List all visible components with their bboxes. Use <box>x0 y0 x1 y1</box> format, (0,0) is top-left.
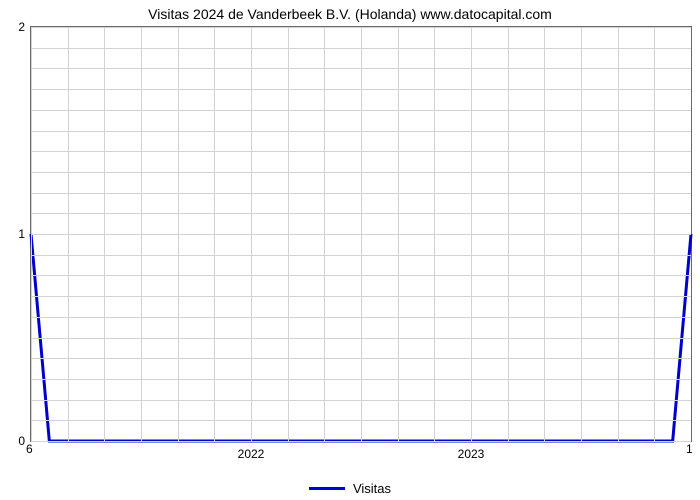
gridline-horizontal <box>31 68 691 69</box>
legend-swatch <box>309 487 345 490</box>
gridline-horizontal <box>31 213 691 214</box>
gridline-horizontal <box>31 296 691 297</box>
gridline-horizontal <box>31 234 691 235</box>
gridline-horizontal <box>31 338 691 339</box>
x-tick-label: 2022 <box>238 441 265 461</box>
gridline-horizontal <box>31 110 691 111</box>
gridline-horizontal <box>31 400 691 401</box>
legend: Visitas <box>0 481 700 496</box>
gridline-horizontal <box>31 151 691 152</box>
legend-label: Visitas <box>353 481 391 496</box>
gridline-horizontal <box>31 193 691 194</box>
gridline-horizontal <box>31 255 691 256</box>
corner-label-bottom-left: 6 <box>26 442 33 456</box>
gridline-horizontal <box>31 131 691 132</box>
gridline-horizontal <box>31 379 691 380</box>
plot-area: 01220222023 <box>30 26 692 442</box>
gridline-horizontal <box>31 317 691 318</box>
gridline-horizontal <box>31 358 691 359</box>
x-tick-label: 2023 <box>458 441 485 461</box>
gridline-horizontal <box>31 27 691 28</box>
chart-title: Visitas 2024 de Vanderbeek B.V. (Holanda… <box>0 6 700 22</box>
gridline-horizontal <box>31 275 691 276</box>
y-tick-label: 1 <box>18 227 31 241</box>
gridline-horizontal <box>31 441 691 442</box>
y-tick-label: 2 <box>18 20 31 34</box>
gridline-horizontal <box>31 48 691 49</box>
gridline-horizontal <box>31 420 691 421</box>
gridline-horizontal <box>31 172 691 173</box>
gridline-horizontal <box>31 89 691 90</box>
corner-label-bottom-right: 1 <box>686 442 693 456</box>
